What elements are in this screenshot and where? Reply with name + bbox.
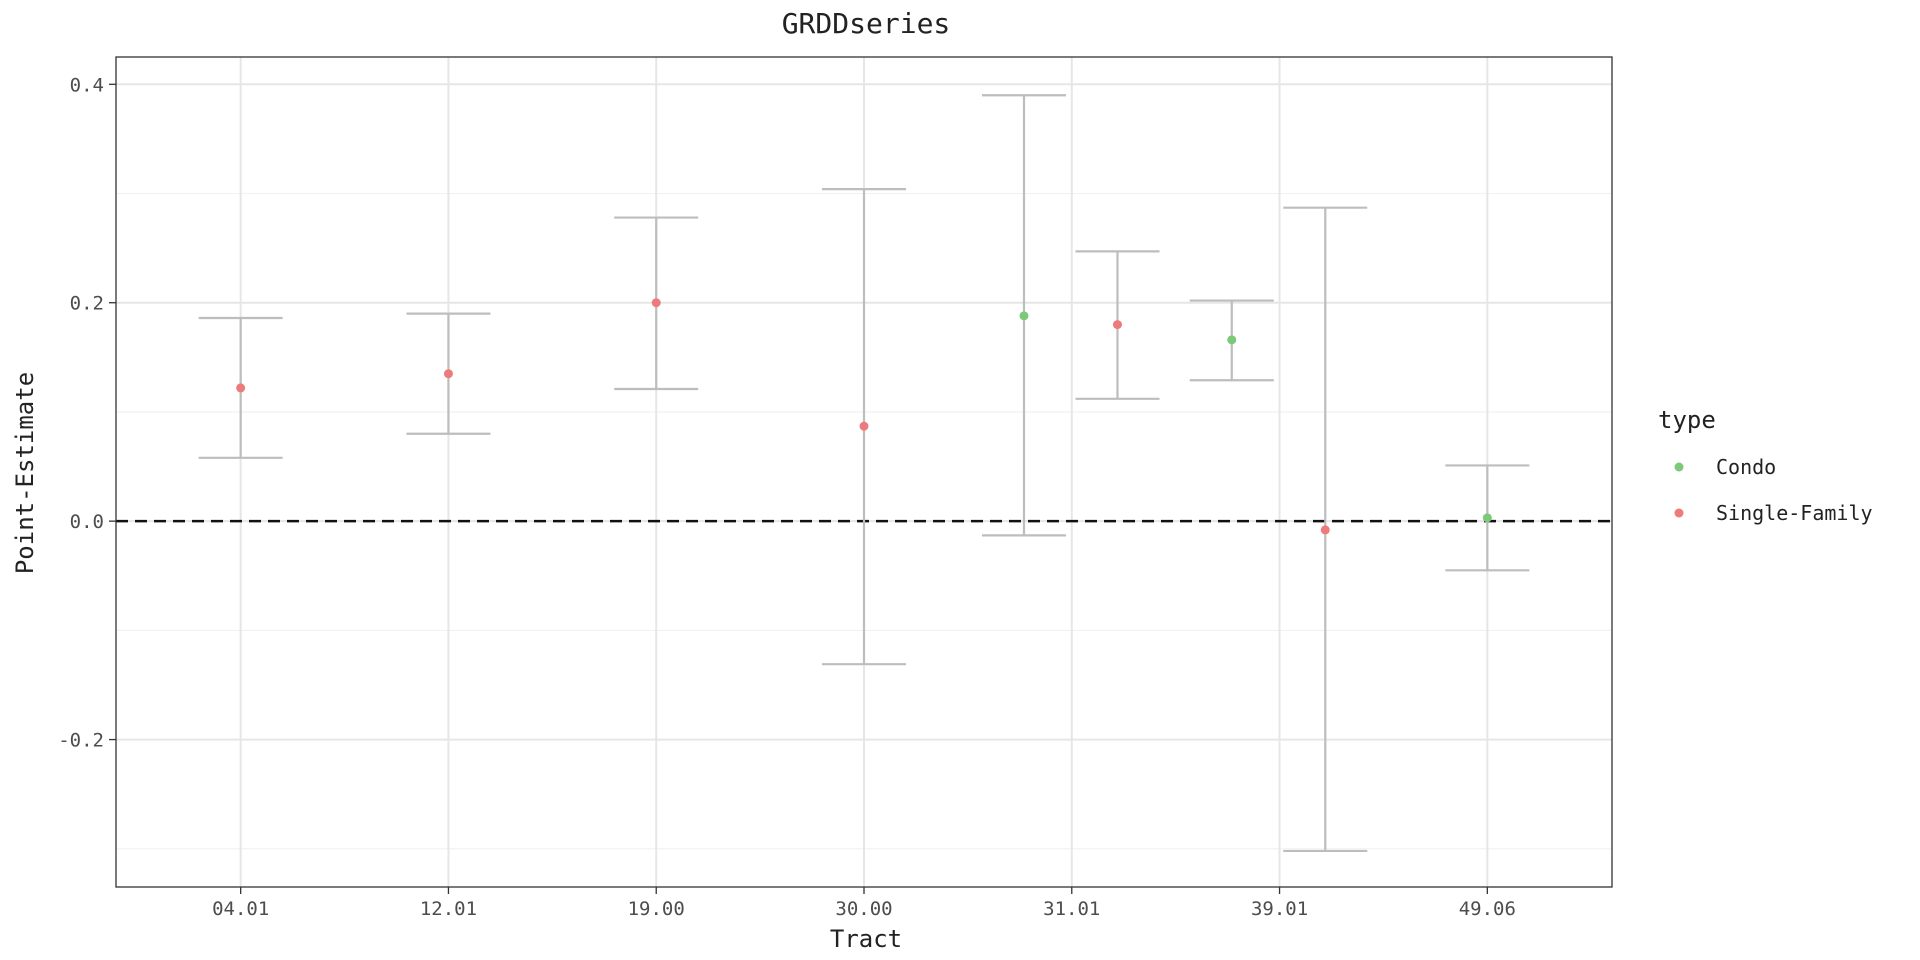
legend: type Condo Single-Family bbox=[1658, 406, 1873, 525]
x-tick-label: 12.01 bbox=[420, 898, 477, 920]
point-estimate bbox=[443, 369, 453, 379]
point-estimate bbox=[1112, 320, 1122, 330]
point-layer bbox=[236, 298, 1492, 535]
y-tick-label: 0.2 bbox=[70, 293, 104, 315]
errorbar-layer bbox=[198, 94, 1530, 853]
y-axis-title: Point-Estimate bbox=[11, 372, 39, 574]
y-tick-label: -0.2 bbox=[58, 730, 104, 752]
y-tick-label: 0.0 bbox=[70, 511, 104, 533]
axis-layer: -0.2 0.0 0.2 0.4 04.01 12.01 19.00 30.00 31.01 39… bbox=[58, 74, 1516, 920]
chart-title: GRDDseries bbox=[782, 7, 951, 40]
point-estimate bbox=[1227, 335, 1237, 345]
point-estimate bbox=[1482, 513, 1492, 523]
x-tick-label: 31.01 bbox=[1043, 898, 1100, 920]
x-tick-label: 49.06 bbox=[1459, 898, 1516, 920]
x-tick-label: 39.01 bbox=[1251, 898, 1308, 920]
y-tick-label: 0.4 bbox=[70, 74, 104, 96]
legend-label: Condo bbox=[1716, 455, 1776, 479]
x-tick-label: 04.01 bbox=[212, 898, 269, 920]
x-tick-label: 30.00 bbox=[835, 898, 892, 920]
point-estimate bbox=[1320, 525, 1330, 535]
x-axis-title: Tract bbox=[830, 925, 902, 953]
legend-label: Single-Family bbox=[1716, 501, 1873, 525]
x-tick-label: 19.00 bbox=[628, 898, 685, 920]
legend-entries: Condo Single-Family bbox=[1674, 455, 1873, 525]
legend-key bbox=[1674, 462, 1684, 472]
point-estimate bbox=[859, 421, 869, 431]
point-estimate bbox=[1019, 311, 1029, 321]
legend-title: type bbox=[1658, 406, 1716, 434]
point-estimate bbox=[651, 298, 661, 308]
legend-key bbox=[1674, 508, 1684, 518]
point-estimate bbox=[236, 383, 246, 393]
